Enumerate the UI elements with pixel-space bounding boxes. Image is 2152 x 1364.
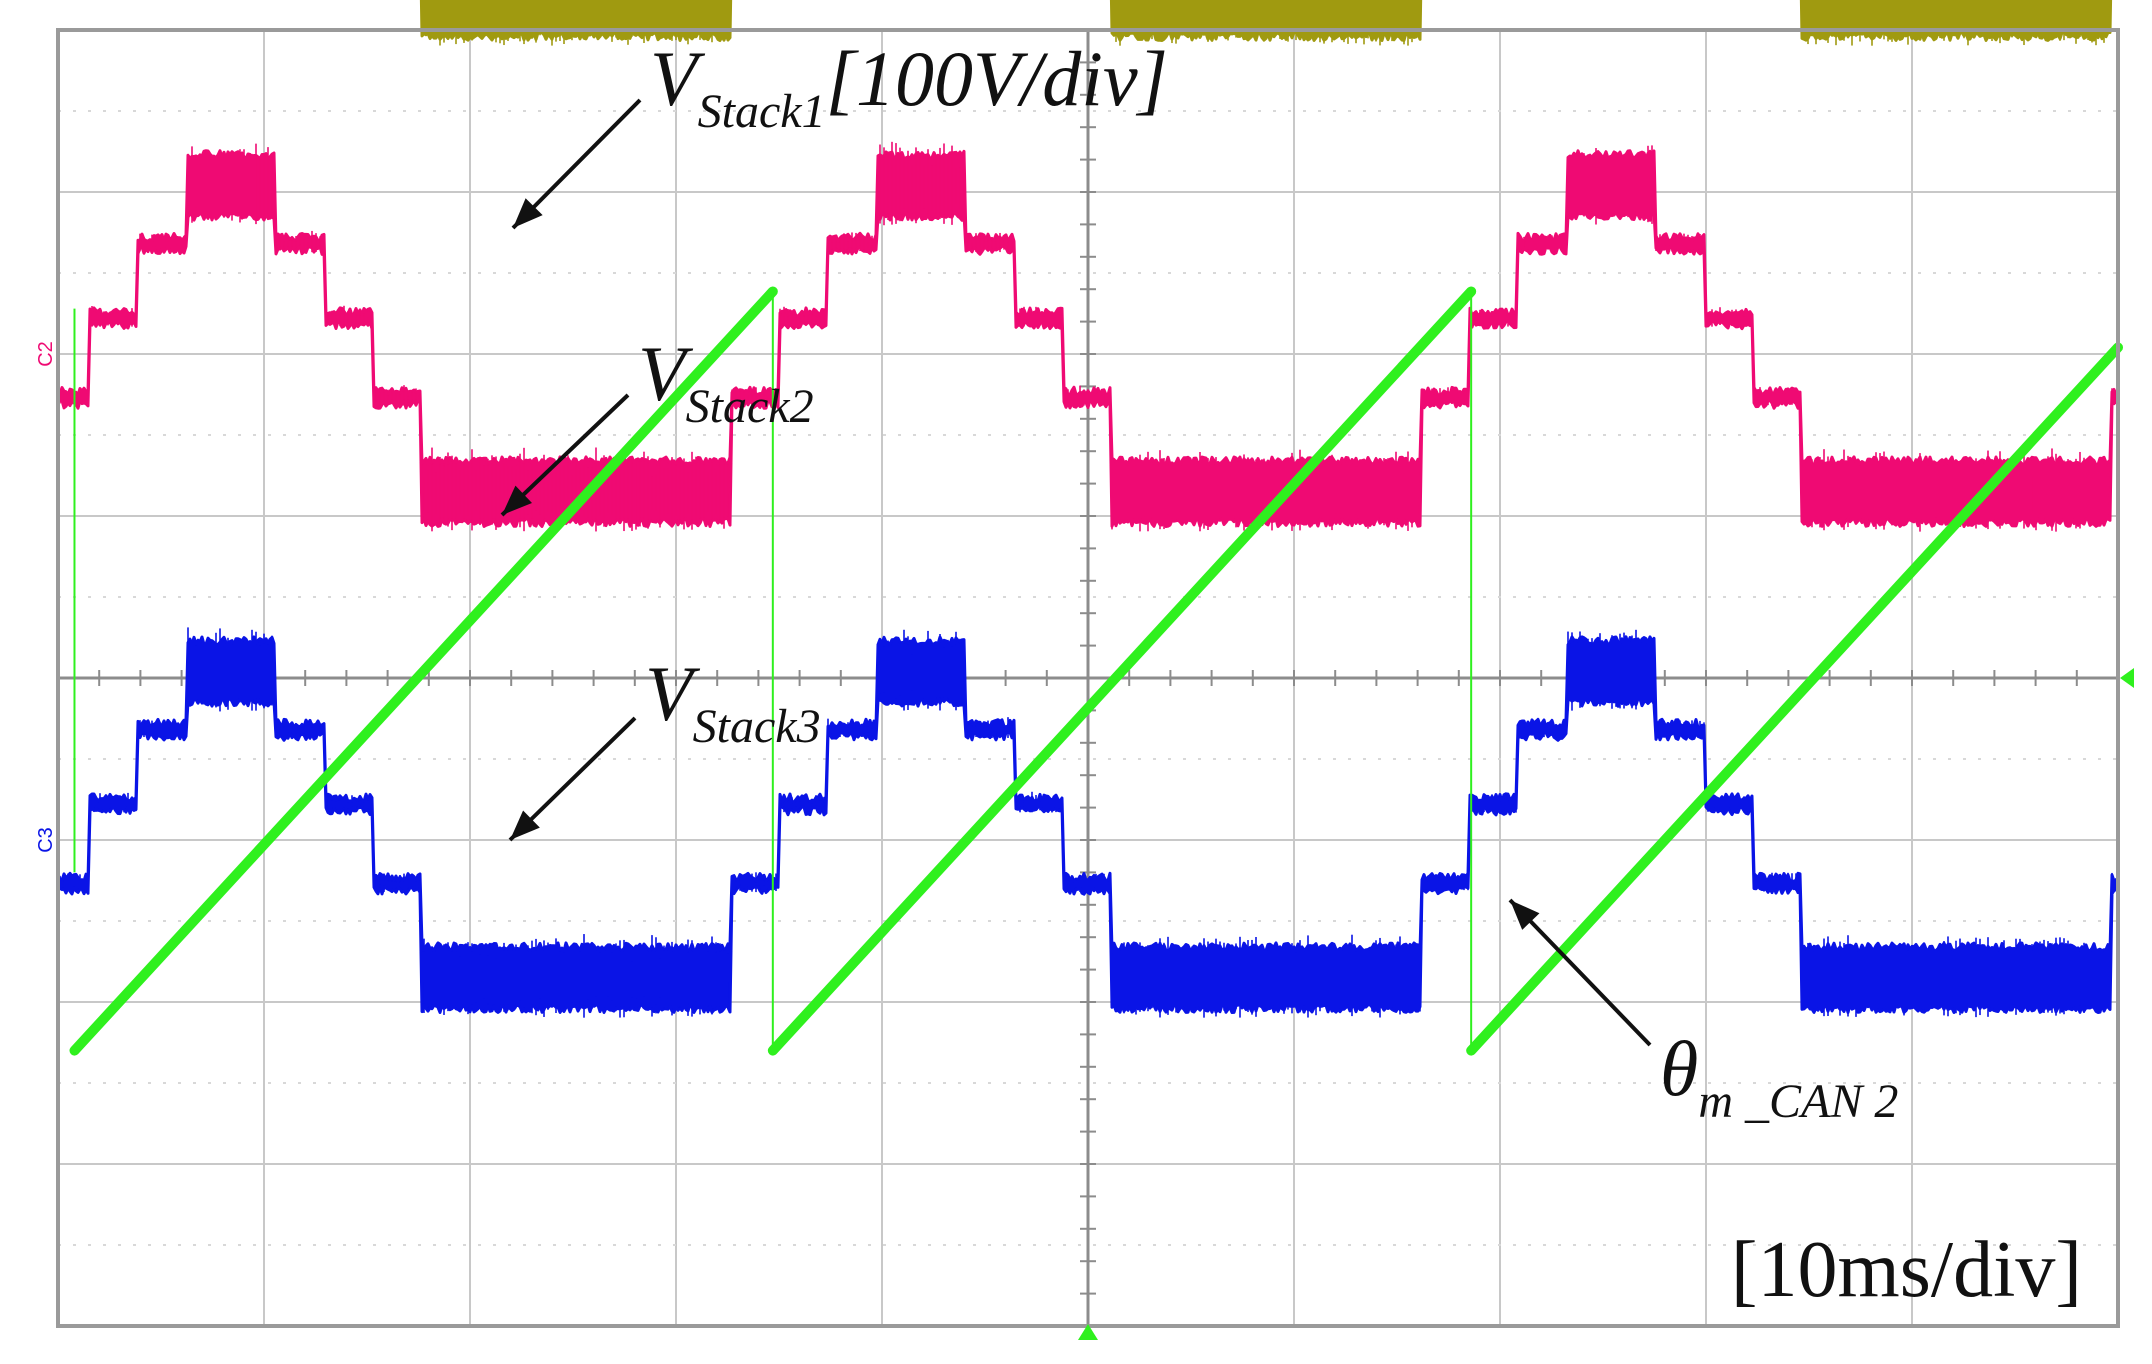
label-vstack1-scale: [100V/div] [826,35,1168,122]
grid [57,29,2119,1327]
channel-marker: C3 [35,827,57,853]
traces [58,0,2123,1056]
label-vstack2: VStack2 [638,330,814,433]
arrow-theta-head [1510,900,1540,930]
arrow-vstack3-head [510,810,540,840]
label-vstack3: VStack3 [645,650,821,753]
channel-markers: C1C2C3 [35,341,2134,1340]
label-vstack3-main: V [645,650,701,737]
trigger-marker-bottom [1078,1324,1098,1340]
label-theta-main: θ [1660,1025,1698,1112]
trace-theta-m-can2 [69,286,2123,1056]
trace-band [419,0,2113,42]
arrow-vstack2-head [502,485,532,515]
label-vstack2-main: V [638,330,694,417]
arrow-vstack1-head [513,198,543,228]
label-vstack2-sub: Stack2 [686,380,814,433]
label-theta: θm _CAN 2 [1660,1025,1898,1128]
theta-ramp [1466,342,2123,1056]
time-scale-label: [10ms/div] [1731,1226,2082,1314]
channel-marker: C2 [35,341,57,367]
theta-ramp [69,286,778,1056]
trace-v-stack1 [419,0,2113,46]
label-vstack1: VStack1[100V/div] [650,35,1168,138]
theta-ramp [767,286,1477,1056]
label-theta-sub: m _CAN 2 [1698,1075,1898,1128]
label-vstack1-main: V [650,35,706,122]
label-vstack1-sub: Stack1 [698,85,826,138]
arrow-theta-line [1508,898,1652,1047]
label-vstack3-sub: Stack3 [693,700,821,753]
trigger-marker-right [2120,668,2134,688]
arrow-vstack1-line [511,98,642,230]
